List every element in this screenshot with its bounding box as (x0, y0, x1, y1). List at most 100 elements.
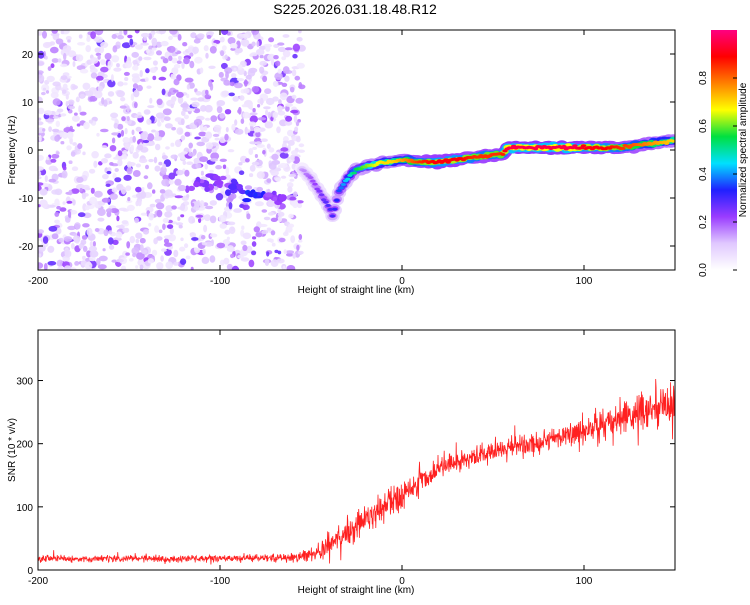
noise-blob (173, 249, 179, 258)
noise-blob (199, 200, 205, 209)
noise-blob (155, 202, 165, 210)
noise-blob (44, 175, 48, 183)
noise-blob (221, 90, 230, 97)
noise-blob (101, 158, 108, 164)
noise-blob (265, 97, 275, 106)
noise-blob (161, 66, 167, 73)
noise-blob (140, 42, 149, 46)
noise-blob (170, 142, 175, 147)
noise-blob (66, 131, 74, 140)
noise-blob (110, 208, 119, 214)
signal-trace-mark (301, 169, 307, 173)
noise-blob (219, 112, 226, 119)
noise-blob (171, 205, 177, 210)
noise-blob (89, 196, 98, 205)
noise-blob (38, 74, 45, 83)
noise-blob (284, 47, 293, 51)
noise-blob (291, 106, 297, 111)
noise-blob (297, 149, 305, 153)
noise-blob (255, 131, 261, 138)
noise-blob (239, 33, 244, 40)
noise-blob (126, 241, 131, 249)
noise-blob (195, 91, 202, 96)
low-band-blob (201, 181, 210, 188)
noise-blob (283, 249, 287, 255)
noise-blob (155, 143, 161, 151)
noise-blob (116, 215, 120, 222)
noise-blob (75, 96, 80, 103)
noise-blob (287, 129, 294, 137)
noise-blob (296, 62, 305, 69)
noise-blob (111, 34, 118, 39)
y-tick-label: -20 (19, 242, 34, 253)
noise-blob (57, 266, 64, 270)
noise-blob (174, 178, 182, 186)
noise-blob (271, 242, 276, 247)
noise-blob (252, 108, 256, 113)
noise-blob (151, 47, 157, 51)
noise-blob (158, 76, 167, 81)
noise-blob (143, 175, 149, 180)
noise-blob (157, 130, 166, 138)
noise-blob (259, 54, 264, 59)
noise-blob (123, 174, 132, 181)
low-band-blob (225, 189, 231, 197)
noise-blob (156, 262, 164, 270)
noise-blob (38, 262, 44, 269)
signal-trace-mark (338, 186, 344, 190)
noise-blob (151, 249, 158, 256)
noise-blob (160, 166, 167, 174)
noise-blob (120, 129, 125, 137)
noise-blob (52, 81, 61, 87)
noise-blob (296, 244, 300, 251)
noise-blob (79, 111, 87, 116)
noise-blob (153, 136, 163, 141)
snr-panel: -200 -100 0 100 0 100 200 300 Height of straig… (7, 329, 676, 596)
noise-blob (140, 212, 148, 216)
noise-blob (227, 37, 236, 45)
noise-blob (176, 60, 182, 64)
noise-blob (277, 208, 282, 213)
noise-blob (62, 52, 67, 61)
noise-blob (94, 90, 103, 99)
noise-blob (290, 235, 296, 244)
noise-blob (256, 40, 260, 48)
signal-trace-mark (312, 182, 318, 186)
noise-blob (163, 116, 171, 121)
noise-blob (134, 63, 138, 70)
noise-blob (153, 156, 158, 164)
noise-blob (291, 150, 298, 156)
noise-blob (282, 265, 286, 270)
noise-blob (60, 113, 67, 117)
noise-blob (209, 169, 214, 173)
noise-blob (51, 233, 59, 240)
noise-blob (201, 256, 210, 264)
noise-blob (296, 37, 303, 42)
noise-blob (115, 225, 125, 228)
noise-blob (260, 97, 264, 106)
noise-blob (88, 245, 97, 253)
noise-blob (289, 178, 295, 182)
low-band-blob (271, 190, 277, 196)
noise-blob (257, 104, 261, 108)
noise-blob (117, 81, 124, 87)
noise-blob (139, 264, 144, 270)
low-band-blob (278, 194, 287, 202)
noise-blob (162, 174, 170, 181)
noise-blob (278, 46, 286, 53)
low-band-blob (235, 183, 243, 190)
noise-blob (132, 83, 139, 89)
noise-blob (146, 141, 155, 147)
noise-blob (50, 63, 55, 69)
signal-trace-mark (307, 176, 314, 180)
y-tick-label: 10 (22, 98, 34, 109)
noise-blob (165, 205, 173, 212)
noise-blob (72, 199, 76, 206)
noise-blob (194, 136, 202, 140)
noise-blob (38, 154, 44, 161)
noise-blob (52, 115, 59, 119)
noise-blob (111, 55, 120, 63)
x-tick-label: -100 (210, 576, 230, 587)
noise-blob (186, 84, 191, 90)
noise-blob (273, 55, 279, 60)
